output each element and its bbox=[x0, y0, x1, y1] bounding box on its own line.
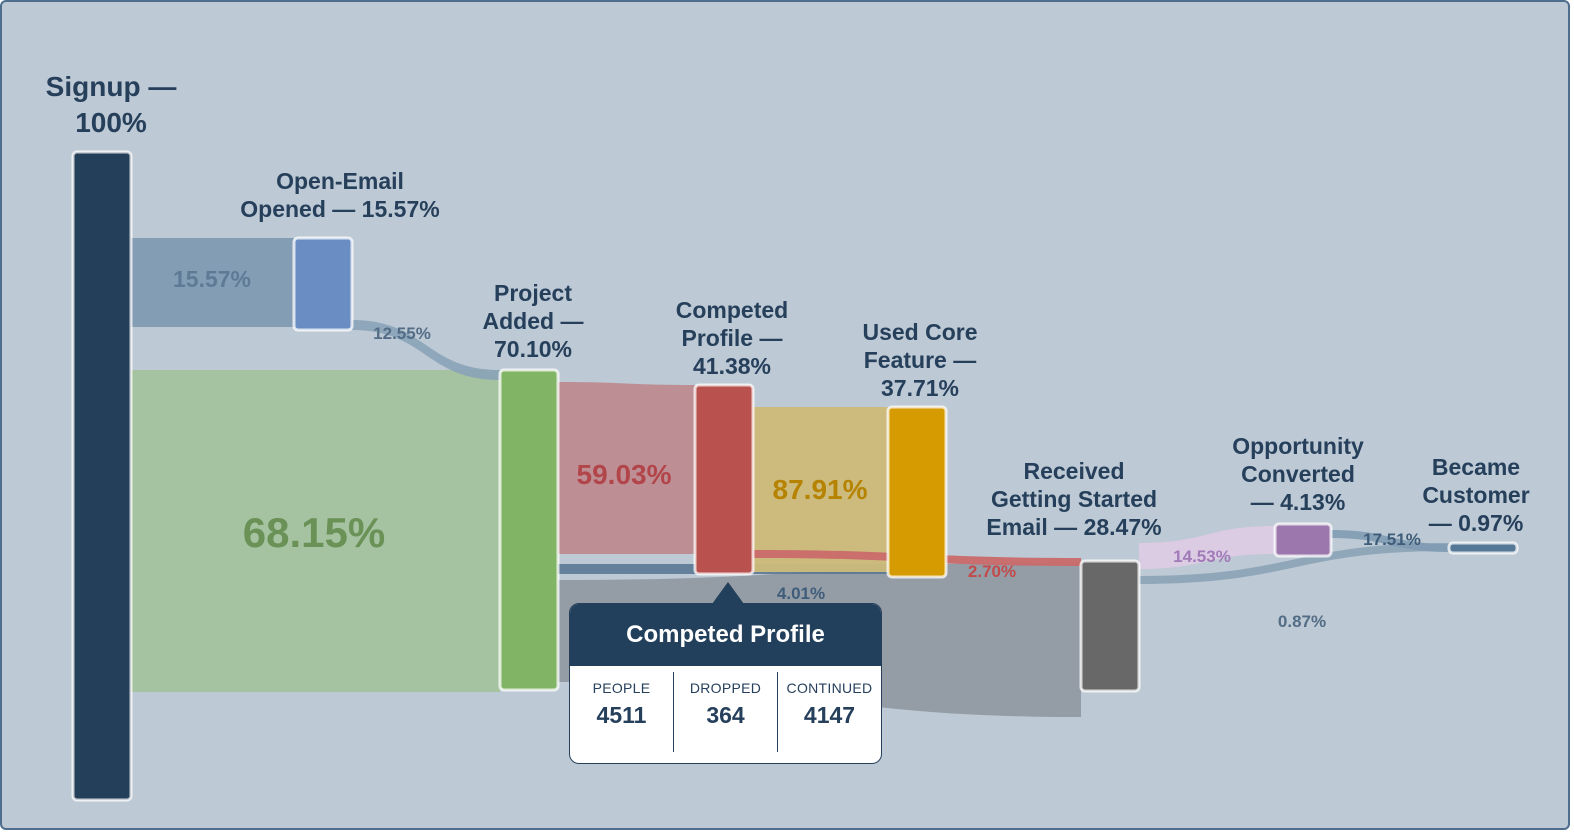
tooltip-stat-label: CONTINUED bbox=[786, 680, 873, 696]
node-customer[interactable] bbox=[1447, 541, 1519, 555]
flow-received_email-to-customer[interactable] bbox=[1139, 543, 1449, 584]
node-used_core[interactable] bbox=[886, 405, 948, 579]
node-signup[interactable] bbox=[71, 150, 133, 802]
node-title-competed_profile: Competed Profile —41.38% bbox=[676, 297, 788, 379]
flow-signup-to-open_email[interactable] bbox=[131, 238, 294, 327]
flow-label: 68.15% bbox=[243, 509, 385, 556]
flow-project_added-to-competed_profile[interactable] bbox=[558, 382, 695, 554]
tooltip-stat-label: DROPPED bbox=[689, 680, 762, 696]
tooltip-stat-continued: CONTINUED 4147 bbox=[777, 672, 881, 752]
tooltip-stat-dropped: DROPPED 364 bbox=[673, 672, 777, 752]
node-title-used_core: Used Core Feature —37.71% bbox=[862, 319, 977, 401]
node-received_email[interactable] bbox=[1079, 559, 1141, 693]
flow-label: 15.57% bbox=[173, 266, 251, 292]
tooltip-stat-label: PEOPLE bbox=[592, 680, 651, 696]
node-open_email[interactable] bbox=[292, 236, 354, 332]
flow-label: 4.01% bbox=[777, 584, 825, 603]
node-title-open_email: Open-Email Opened — 15.57% bbox=[240, 168, 439, 222]
flow-competed_profile-to-used_core[interactable] bbox=[753, 407, 888, 572]
flow-received_email-to-opportunity[interactable] bbox=[1139, 526, 1275, 569]
node-title-opportunity: Opportunity Converted — 4.13% bbox=[1232, 433, 1364, 515]
flow-label: 17.51% bbox=[1363, 530, 1421, 549]
node-tooltip: Competed Profile PEOPLE 4511 DROPPED 364… bbox=[569, 582, 882, 764]
flow-label: 12.55% bbox=[373, 324, 431, 343]
tooltip-stats: PEOPLE 4511 DROPPED 364 CONTINUED 4147 bbox=[570, 666, 881, 758]
tooltip-pointer bbox=[712, 582, 744, 604]
flow-label: 2.70% bbox=[968, 562, 1016, 581]
node-competed_profile[interactable] bbox=[693, 383, 755, 576]
node-title-customer: Became Customer — 0.97% bbox=[1422, 454, 1529, 536]
node-project_added[interactable] bbox=[498, 368, 560, 692]
flow-label: 59.03% bbox=[577, 459, 672, 490]
flow-label: 14.53% bbox=[1173, 547, 1231, 566]
flow-label: 0.87% bbox=[1278, 612, 1326, 631]
tooltip-stat-value: 4147 bbox=[803, 702, 856, 728]
node-title-signup: Signup —100% bbox=[46, 71, 177, 138]
tooltip-stat-people: PEOPLE 4511 bbox=[570, 666, 673, 758]
tooltip-stat-value: 4511 bbox=[596, 702, 647, 728]
tooltip-title: Competed Profile bbox=[570, 604, 881, 666]
flow-opportunity-to-customer[interactable] bbox=[1331, 530, 1449, 552]
node-title-received_email: Received Getting Started Email — 28.47% bbox=[986, 458, 1161, 540]
node-title-project_added: Project Added —70.10% bbox=[483, 280, 584, 362]
flow-open_email-to-project_added[interactable] bbox=[352, 320, 500, 380]
flow-label: 87.91% bbox=[773, 474, 868, 505]
node-opportunity[interactable] bbox=[1273, 522, 1333, 558]
flow-signup-to-project_added[interactable] bbox=[131, 370, 500, 692]
tooltip-stat-value: 364 bbox=[706, 702, 745, 728]
